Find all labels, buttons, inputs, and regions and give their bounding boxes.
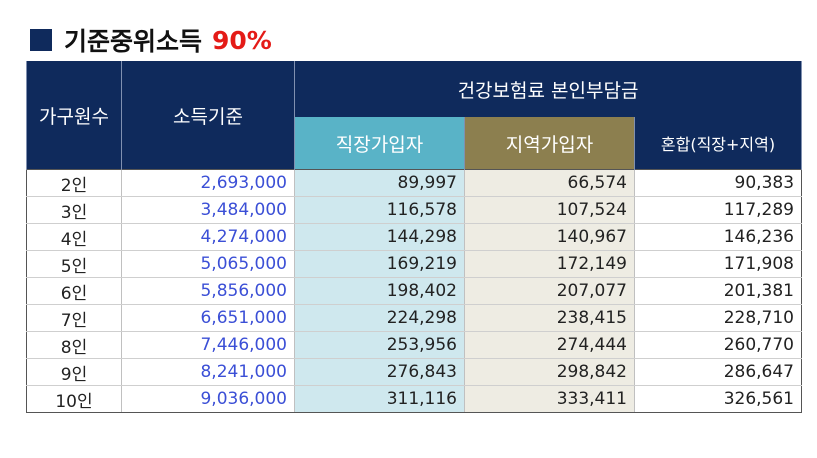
cell-mixed: 117,289 [633,196,803,224]
cell-regional: 172,149 [464,250,635,278]
cell-income: 8,241,000 [121,358,295,386]
cell-income: 6,651,000 [121,304,295,332]
table-row: 3인 3,484,000 116,578 107,524 117,289 [26,196,803,224]
cell-workplace: 253,956 [294,331,465,359]
header-workplace: 직장가입자 [294,117,465,170]
cell-workplace: 311,116 [294,385,465,413]
cell-regional: 333,411 [464,385,635,413]
table-row: 9인 8,241,000 276,843 298,842 286,647 [26,358,803,386]
cell-regional: 207,077 [464,277,635,305]
cell-regional: 238,415 [464,304,635,332]
cell-mixed: 286,647 [633,358,803,386]
header-premium-group: 건강보험료 본인부담금 [293,61,803,117]
cell-regional: 298,842 [464,358,635,386]
premium-table: 가구원수 소득기준 건강보험료 본인부담금 직장가입자 지역가입자 혼합(직장+… [26,61,803,413]
cell-mixed: 228,710 [633,304,803,332]
cell-income: 5,065,000 [121,250,295,278]
table-row: 7인 6,651,000 224,298 238,415 228,710 [26,304,803,332]
cell-mixed: 326,561 [633,385,803,413]
table-row: 8인 7,446,000 253,956 274,444 260,770 [26,331,803,359]
table-row: 10인 9,036,000 311,116 333,411 326,561 [26,385,803,413]
cell-mixed: 171,908 [633,250,803,278]
cell-household: 6인 [26,277,122,305]
header-mixed: 혼합(직장+지역) [633,117,803,170]
cell-workplace: 169,219 [294,250,465,278]
header-income: 소득기준 [121,61,295,170]
cell-regional: 274,444 [464,331,635,359]
cell-workplace: 116,578 [294,196,465,224]
cell-workplace: 224,298 [294,304,465,332]
cell-household: 9인 [26,358,122,386]
cell-household: 7인 [26,304,122,332]
page-title: 기준중위소득 90% [30,20,272,60]
cell-income: 3,484,000 [121,196,295,224]
table-row: 5인 5,065,000 169,219 172,149 171,908 [26,250,803,278]
cell-mixed: 146,236 [633,223,803,251]
title-percent: 90% [212,25,272,55]
square-bullet-icon [30,29,52,51]
cell-mixed: 260,770 [633,331,803,359]
cell-household: 4인 [26,223,122,251]
cell-household: 3인 [26,196,122,224]
cell-household: 8인 [26,331,122,359]
cell-regional: 140,967 [464,223,635,251]
cell-workplace: 144,298 [294,223,465,251]
cell-household: 5인 [26,250,122,278]
cell-workplace: 89,997 [294,169,465,197]
cell-household: 2인 [26,169,122,197]
cell-household: 10인 [26,385,122,413]
cell-workplace: 198,402 [294,277,465,305]
cell-regional: 66,574 [464,169,635,197]
cell-workplace: 276,843 [294,358,465,386]
cell-mixed: 201,381 [633,277,803,305]
cell-income: 2,693,000 [121,169,295,197]
header-regional: 지역가입자 [464,117,635,170]
cell-mixed: 90,383 [633,169,803,197]
table-row: 4인 4,274,000 144,298 140,967 146,236 [26,223,803,251]
header-household: 가구원수 [26,61,122,170]
title-text: 기준중위소득 [64,27,203,56]
cell-income: 9,036,000 [121,385,295,413]
table-row: 2인 2,693,000 89,997 66,574 90,383 [26,169,803,197]
cell-income: 5,856,000 [121,277,295,305]
cell-regional: 107,524 [464,196,635,224]
table-row: 6인 5,856,000 198,402 207,077 201,381 [26,277,803,305]
cell-income: 4,274,000 [121,223,295,251]
cell-income: 7,446,000 [121,331,295,359]
